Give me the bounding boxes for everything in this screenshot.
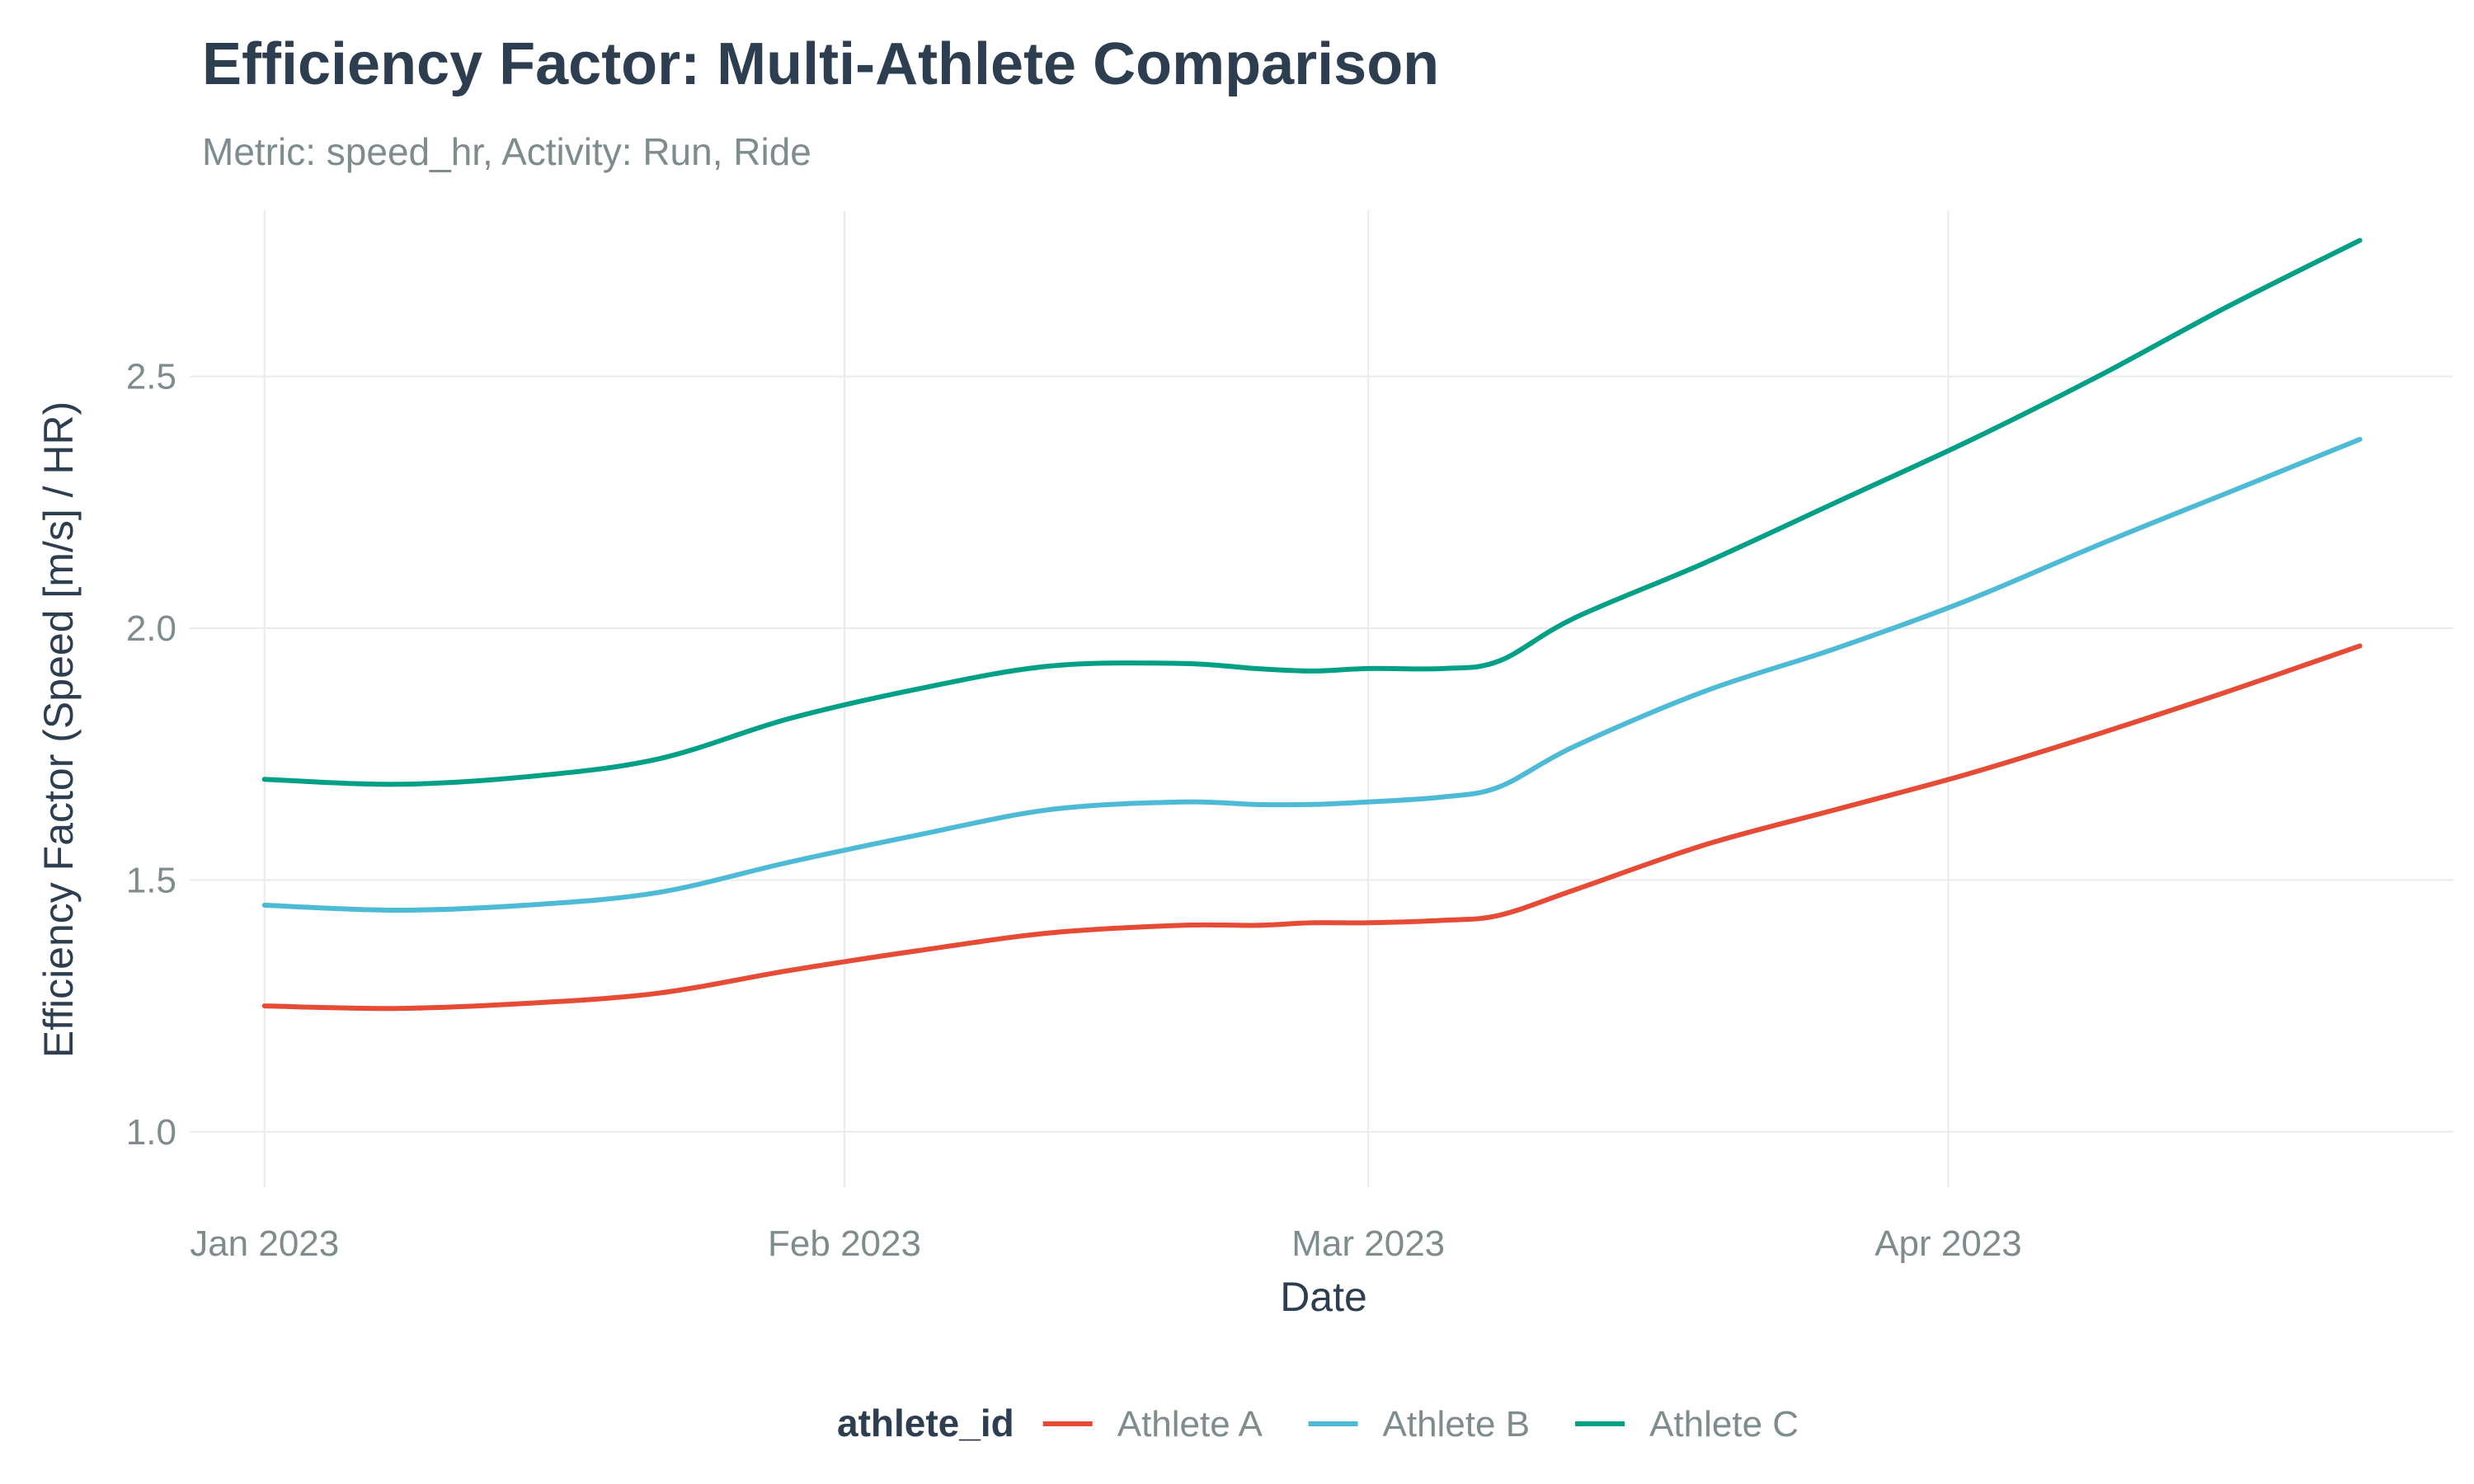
x-tick-label: Apr 2023 xyxy=(1874,1223,2022,1264)
y-axis-title: Efficiency Factor (Speed [m/s] / HR) xyxy=(35,402,82,1059)
x-tick-label: Jan 2023 xyxy=(190,1223,339,1264)
x-tick-label: Feb 2023 xyxy=(768,1223,921,1264)
legend-item-athlete-a: Athlete A xyxy=(1042,1404,1263,1444)
x-axis-ticks: Jan 2023 Feb 2023 Mar 2023 Apr 2023 xyxy=(190,1223,2022,1264)
legend-item-athlete-b: Athlete B xyxy=(1308,1404,1531,1444)
chart-title: Efficiency Factor: Multi-Athlete Compari… xyxy=(202,31,1439,97)
legend-title: athlete_id xyxy=(837,1402,1014,1444)
series-line-athlete-a xyxy=(261,643,2363,1012)
x-tick-label: Mar 2023 xyxy=(1291,1223,1445,1264)
series-line-athlete-c xyxy=(261,237,2363,787)
chart-subtitle: Metric: speed_hr, Activity: Run, Ride xyxy=(202,130,811,173)
y-tick-label: 1.5 xyxy=(126,860,176,900)
grid xyxy=(190,210,2453,1187)
legend: athlete_id Athlete A Athlete B Athlete C xyxy=(837,1402,1799,1444)
x-axis-title: Date xyxy=(1280,1274,1367,1320)
y-tick-label: 2.0 xyxy=(126,608,176,649)
legend-item-athlete-c: Athlete C xyxy=(1575,1404,1799,1444)
series-lines xyxy=(261,237,2363,1012)
legend-label: Athlete B xyxy=(1383,1404,1531,1444)
series-line-athlete-b xyxy=(261,436,2363,913)
y-tick-label: 1.0 xyxy=(126,1112,176,1153)
y-tick-label: 2.5 xyxy=(126,357,176,397)
y-axis-ticks: 1.0 1.5 2.0 2.5 xyxy=(126,357,176,1153)
legend-label: Athlete A xyxy=(1117,1404,1263,1444)
legend-label: Athlete C xyxy=(1649,1404,1799,1444)
